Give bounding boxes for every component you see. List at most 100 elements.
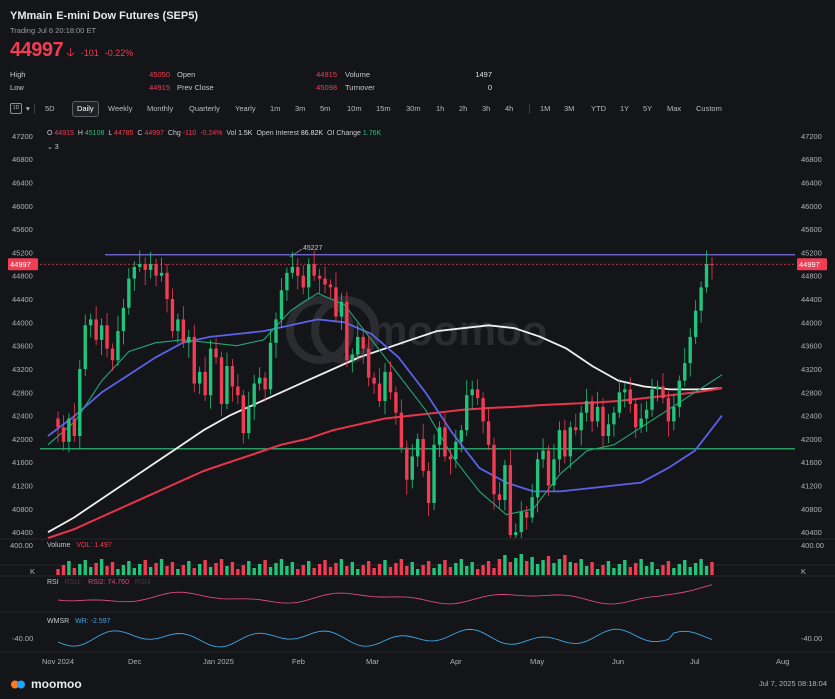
volume-bar	[394, 563, 398, 575]
interval-2h[interactable]: 2h	[459, 104, 468, 113]
candle-body	[290, 266, 295, 273]
volume-bar	[78, 564, 82, 575]
candle-body	[116, 331, 120, 361]
interval-3h[interactable]: 3h	[482, 104, 491, 113]
ohlc-l-label: L	[108, 130, 112, 137]
candle-body	[94, 319, 98, 340]
volume-bar	[214, 563, 218, 575]
ohlc-oic: 1.76K	[362, 130, 382, 137]
candle-body	[672, 406, 676, 422]
interval-5d[interactable]: 5D	[45, 104, 55, 113]
price-chart[interactable]: moomoo 47200 47200 46800 46800 46400 46400 460…	[0, 0, 835, 672]
candle-body	[454, 441, 458, 460]
volume-bar	[617, 564, 622, 575]
price-change: -101	[80, 48, 99, 58]
volume-bar	[388, 567, 393, 575]
interval-1y[interactable]: 1Y	[620, 104, 630, 113]
interval-chevron-down-icon[interactable]: ▾	[26, 104, 30, 113]
candle-body	[688, 336, 692, 364]
ma-green-line	[47, 292, 723, 516]
volume-bar	[83, 560, 87, 575]
interval-max[interactable]: Max	[667, 104, 682, 113]
candle-body	[301, 275, 305, 288]
volume-bar	[443, 560, 447, 575]
volume-bar	[290, 562, 295, 575]
candle-body	[426, 470, 431, 504]
volume-bar	[552, 563, 556, 575]
volume-bar	[198, 564, 202, 575]
volume-bar	[296, 569, 300, 575]
volume-bar	[459, 559, 463, 575]
candle-body	[639, 418, 643, 428]
candle-body	[677, 380, 681, 407]
volume-panel-label: Volume VOL: 1.497	[47, 542, 112, 549]
candle-body	[247, 406, 251, 434]
volume-bar	[486, 561, 491, 575]
interval-4h[interactable]: 4h	[505, 104, 514, 113]
candle-body	[410, 456, 414, 480]
candle-body	[492, 444, 496, 495]
candle-body	[541, 450, 545, 460]
volume-bar	[72, 568, 77, 575]
volume-bar	[563, 555, 567, 575]
interval-5y[interactable]: 5Y	[643, 104, 653, 113]
interval-10m[interactable]: 10m	[347, 104, 362, 113]
volume-bar	[590, 562, 594, 575]
price-axis-right-tick: 43200	[801, 365, 822, 374]
volume-bar	[672, 568, 676, 575]
interval-daily[interactable]: Daily	[72, 101, 99, 117]
candle-body	[296, 266, 300, 276]
volume-bar	[508, 562, 513, 575]
candle-body	[67, 418, 71, 442]
price-axis-right-tick: 44400	[801, 295, 822, 304]
interval-5m[interactable]: 5m	[320, 104, 331, 113]
indicator-collapse-toggle[interactable]: ⌄ 3	[47, 144, 59, 151]
volume-bar	[247, 561, 251, 575]
candle-body	[143, 264, 147, 270]
price-axis-left-tick: 43600	[12, 342, 33, 351]
candle-body	[121, 307, 126, 332]
candle-body	[557, 430, 562, 460]
volume-bar	[61, 565, 66, 575]
brand-name: moomoo	[31, 677, 82, 691]
high-label: High	[10, 70, 26, 79]
volume-bar	[470, 562, 474, 575]
candle-body	[459, 430, 463, 442]
candle-body	[72, 418, 77, 436]
watermark: moomoo	[286, 296, 547, 364]
ma-blue-line	[47, 318, 723, 493]
volume-bar	[121, 565, 126, 575]
volume-bar	[693, 563, 698, 575]
price-axis-left-tick: 41600	[12, 458, 33, 467]
interval-3m[interactable]: 3m	[295, 104, 306, 113]
interval-custom[interactable]: Custom	[696, 104, 722, 113]
volume-bar	[143, 560, 147, 575]
candle-body	[590, 401, 594, 422]
interval-15m[interactable]: 15m	[376, 104, 391, 113]
candle-body	[405, 447, 409, 480]
interval-quarterly[interactable]: Quarterly	[189, 104, 220, 113]
interval-ytd[interactable]: YTD	[591, 104, 606, 113]
candle-body	[241, 395, 245, 434]
interval-1m[interactable]: 1M	[540, 104, 551, 113]
interval-1h[interactable]: 1h	[436, 104, 445, 113]
volume-bar	[257, 564, 262, 575]
volume-value: 1497	[475, 70, 492, 79]
interval-1m[interactable]: 1m	[270, 104, 281, 113]
candle-body	[176, 319, 180, 332]
turnover-value: 0	[487, 83, 492, 92]
volume-bar	[574, 563, 578, 575]
candle-body	[99, 325, 104, 340]
interval-yearly[interactable]: Yearly	[235, 104, 256, 113]
interval-weekly[interactable]: Weekly	[108, 104, 133, 113]
volume-bar	[116, 569, 120, 575]
interval-calendar-icon[interactable]: 1D	[10, 103, 22, 114]
volume-bar	[514, 558, 518, 575]
interval-30m[interactable]: 30m	[406, 104, 421, 113]
interval-3m[interactable]: 3M	[564, 104, 575, 113]
candle-body	[579, 412, 583, 431]
time-axis-label: Jan 2025	[203, 657, 234, 666]
candle-body	[263, 377, 267, 390]
interval-monthly[interactable]: Monthly	[147, 104, 174, 113]
price-axis-left-tick: 41200	[12, 482, 33, 491]
